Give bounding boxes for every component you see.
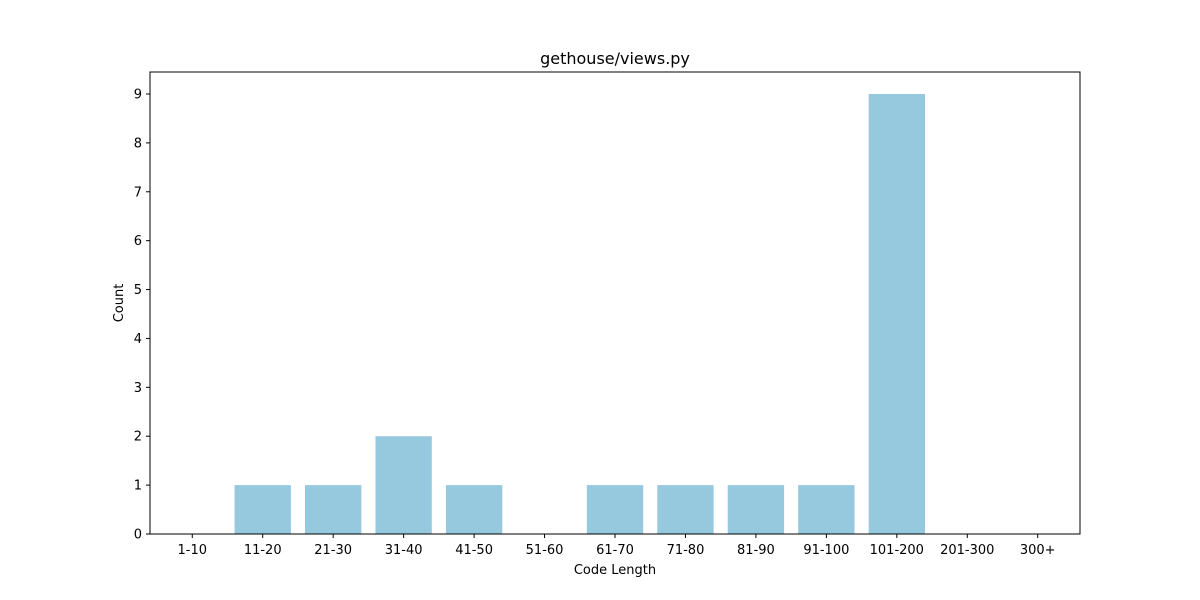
x-tick-label: 81-90 [737,543,775,558]
bar-91-100 [798,485,855,534]
x-axis: 1-10 11-20 21-30 31-40 41-50 51-60 61-70 71-80 8… [178,534,1056,558]
x-tick-label: 71-80 [667,543,705,558]
bar-11-20 [234,485,291,534]
y-axis: 0 1 2 3 4 5 6 7 8 9 [134,88,150,543]
y-tick-label: 9 [134,88,142,103]
bar-81-90 [727,485,785,534]
x-tick-label: 201-300 [940,543,994,558]
y-axis-label: Count [112,284,127,323]
plot-frame [149,71,1081,535]
y-tick-label: 8 [134,136,142,151]
x-tick-label: 61-70 [596,543,634,558]
x-tick-label: 31-40 [385,543,423,558]
x-tick-label: 41-50 [455,543,493,558]
x-axis-label: Code Length [574,563,656,578]
y-tick-label: 7 [134,185,142,200]
x-tick-label: 1-10 [178,543,208,558]
x-tick-label: 11-20 [244,543,282,558]
y-tick-label: 2 [134,430,142,445]
x-tick-label: 51-60 [526,543,564,558]
y-tick-label: 5 [134,283,142,298]
y-tick-label: 0 [134,528,142,543]
x-tick-label: 300+ [1020,543,1056,558]
y-tick-label: 1 [134,479,142,494]
bars [234,94,925,534]
y-tick-label: 4 [134,332,142,347]
x-tick-label: 21-30 [314,543,352,558]
x-tick-label: 91-100 [803,543,849,558]
bar-101-200 [868,94,925,534]
chart-title: gethouse/views.py [540,49,690,68]
bar-21-30 [305,485,362,534]
bar-61-70 [586,485,644,534]
y-tick-label: 3 [134,381,142,396]
bar-71-80 [657,485,714,534]
bar-31-40 [375,436,432,534]
bar-41-50 [445,485,503,534]
x-tick-label: 101-200 [870,543,924,558]
y-tick-label: 6 [134,234,142,249]
